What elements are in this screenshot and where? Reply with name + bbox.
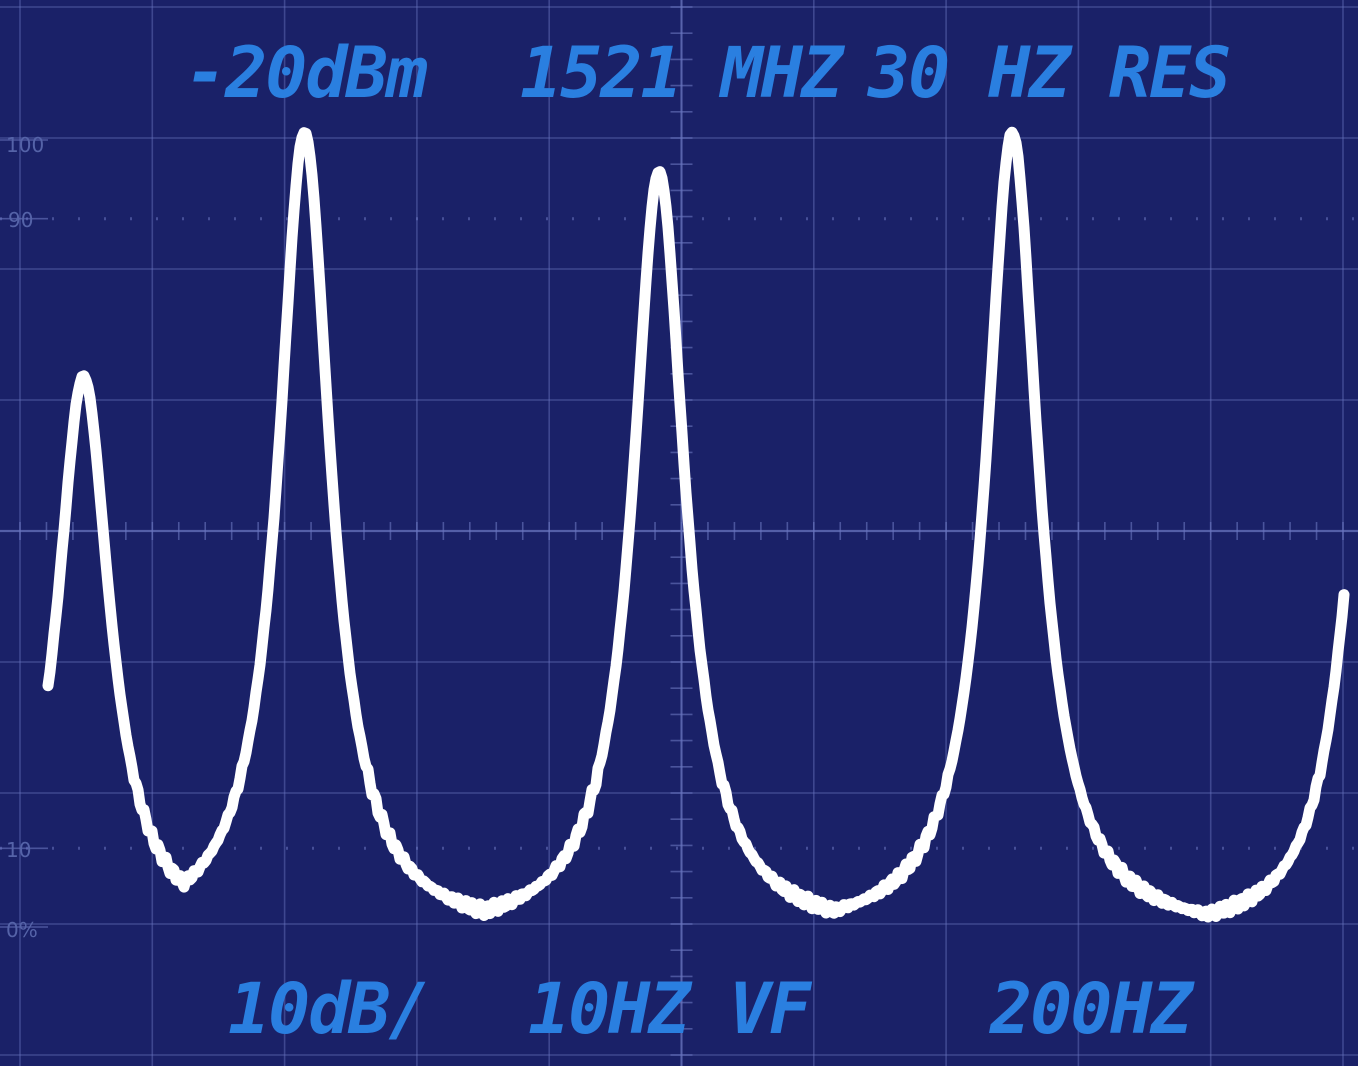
y-scale-labels: 100 90 10 0% (6, 133, 44, 942)
reference-level-readout: -20dBm (185, 32, 428, 114)
scale-readout: 10dB/ (228, 968, 429, 1050)
y-scale-label-90: 90 (8, 208, 33, 232)
readouts: -20dBm 1521 MHZ 30 HZ RES 10dB/ 10HZ VF … (185, 32, 1231, 1050)
y-scale-label-0: 0% (6, 918, 38, 942)
y-scale-label-10: 10 (6, 838, 31, 862)
span-readout: 200HZ (989, 968, 1196, 1050)
spectrum-trace (42, 126, 1350, 923)
y-scale-label-100: 100 (6, 133, 44, 157)
video-filter-readout: 10HZ VF (528, 968, 813, 1050)
resolution-bandwidth-readout: 30 HZ RES (866, 32, 1229, 114)
center-frequency-readout: 1521 MHZ (520, 32, 846, 114)
